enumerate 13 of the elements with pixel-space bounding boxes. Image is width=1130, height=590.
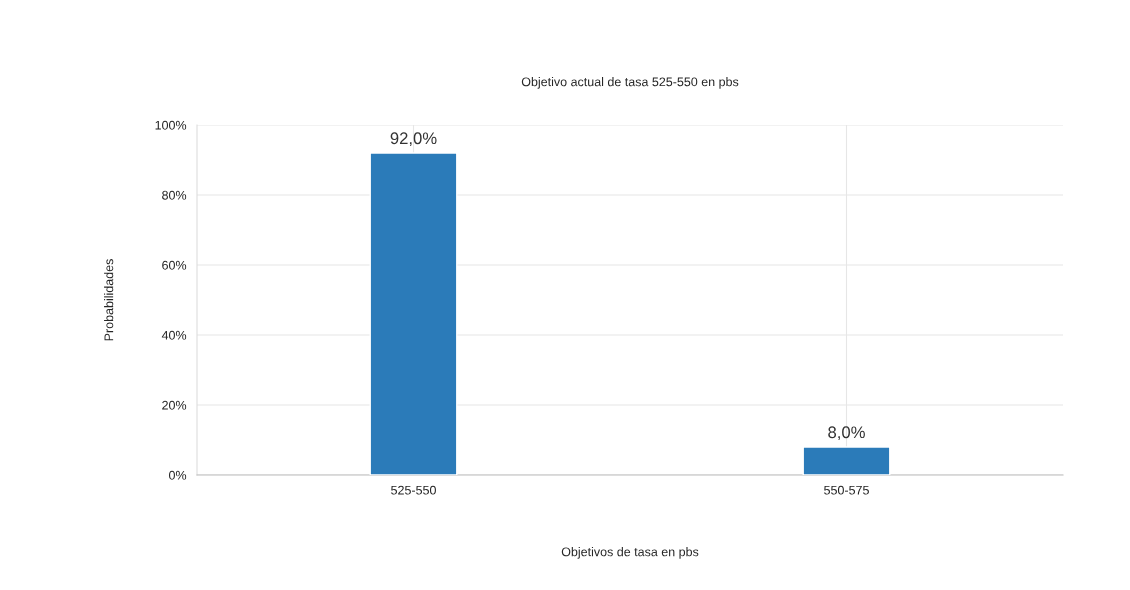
y-tick-label: 80% <box>162 190 187 200</box>
x-axis-title: Objetivos de tasa en pbs <box>561 547 699 559</box>
y-tick-label: 0% <box>169 470 187 480</box>
data-label: 92,0% <box>390 132 437 147</box>
y-tick-label: 20% <box>162 400 187 410</box>
x-tick-label: 550-575 <box>824 485 869 495</box>
y-tick-label: 100% <box>155 120 187 130</box>
chart-title: Objetivo actual de tasa 525-550 en pbs <box>521 77 739 89</box>
y-tick-label: 60% <box>162 260 187 270</box>
x-tick-label: 525-550 <box>391 485 436 495</box>
data-label: 8,0% <box>828 426 865 441</box>
y-axis-title: Probabilidades <box>104 259 114 341</box>
y-tick-label: 40% <box>161 330 187 340</box>
